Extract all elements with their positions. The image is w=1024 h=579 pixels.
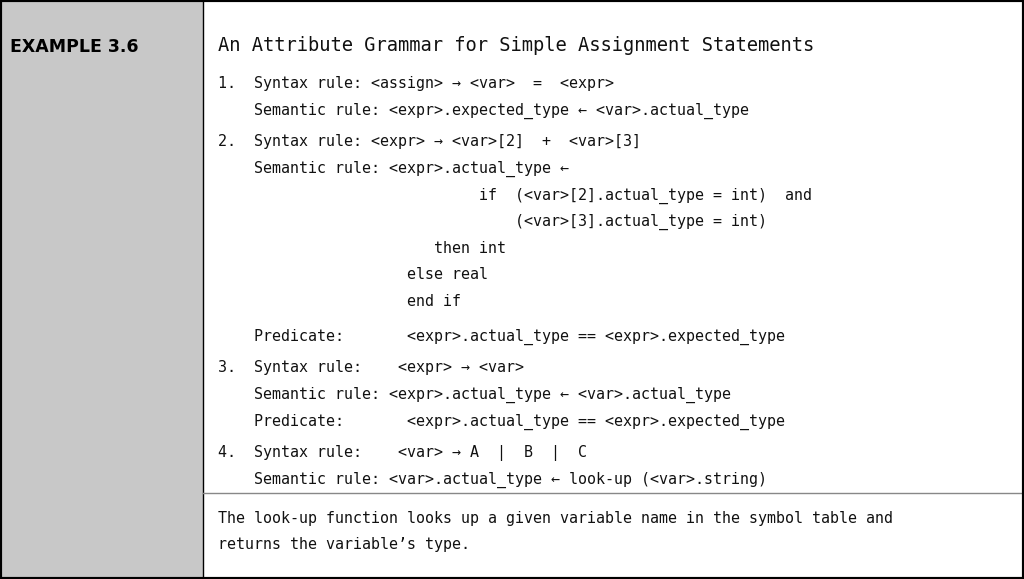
Text: Semantic rule: <expr>.expected_type ← <var>.actual_type: Semantic rule: <expr>.expected_type ← <v… (218, 103, 750, 119)
Bar (0, 0, 203, 579)
Text: 3.  Syntax rule:    <expr> → <var>: 3. Syntax rule: <expr> → <var> (218, 360, 524, 375)
Text: returns the variable’s type.: returns the variable’s type. (218, 537, 470, 552)
Text: end if: end if (218, 294, 461, 309)
Text: Predicate:       <expr>.actual_type == <expr>.expected_type: Predicate: <expr>.actual_type == <expr>.… (218, 329, 785, 345)
Text: Semantic rule: <expr>.actual_type ← <var>.actual_type: Semantic rule: <expr>.actual_type ← <var… (218, 387, 731, 403)
Text: 2.  Syntax rule: <expr> → <var>[2]  +  <var>[3]: 2. Syntax rule: <expr> → <var>[2] + <var… (218, 134, 641, 149)
Text: Semantic rule: <var>.actual_type ← look-up (<var>.string): Semantic rule: <var>.actual_type ← look-… (218, 471, 767, 488)
Text: EXAMPLE 3.6: EXAMPLE 3.6 (10, 38, 138, 56)
Text: Semantic rule: <expr>.actual_type ←: Semantic rule: <expr>.actual_type ← (218, 161, 569, 177)
Text: else real: else real (218, 267, 488, 283)
Text: if  (<var>[2].actual_type = int)  and: if (<var>[2].actual_type = int) and (218, 188, 812, 204)
Text: Predicate:       <expr>.actual_type == <expr>.expected_type: Predicate: <expr>.actual_type == <expr>.… (218, 413, 785, 430)
Text: 1.  Syntax rule: <assign> → <var>  =  <expr>: 1. Syntax rule: <assign> → <var> = <expr… (218, 76, 614, 91)
Text: An Attribute Grammar for Simple Assignment Statements: An Attribute Grammar for Simple Assignme… (218, 36, 814, 56)
Text: (<var>[3].actual_type = int): (<var>[3].actual_type = int) (218, 214, 767, 230)
Text: The look-up function looks up a given variable name in the symbol table and: The look-up function looks up a given va… (218, 511, 893, 526)
Text: then int: then int (218, 241, 506, 256)
Text: 4.  Syntax rule:    <var> → A  |  B  |  C: 4. Syntax rule: <var> → A | B | C (218, 445, 587, 461)
